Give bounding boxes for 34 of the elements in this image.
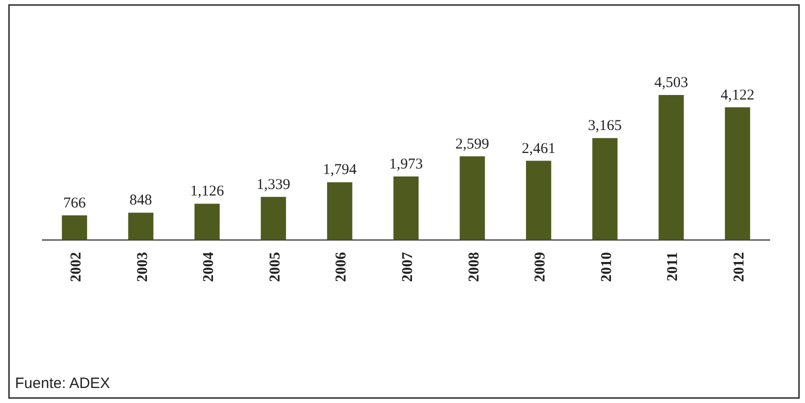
x-tick-label: 2011	[665, 252, 682, 282]
bar	[327, 182, 352, 240]
source-note: Fuente: ADEX	[15, 375, 110, 392]
data-label: 848	[130, 192, 152, 209]
bar	[460, 156, 485, 240]
x-tick-label: 2004	[201, 252, 218, 282]
data-label: 4,122	[720, 87, 754, 104]
x-tick-label: 2012	[732, 252, 748, 282]
data-label: 4,503	[654, 75, 688, 91]
data-label: 1,973	[389, 156, 423, 172]
bar	[260, 196, 286, 240]
data-label: 2,461	[522, 140, 556, 157]
data-label: 1,339	[256, 176, 290, 193]
bar	[526, 160, 552, 240]
bar	[62, 215, 88, 240]
data-label: 766	[63, 195, 86, 212]
data-label: 1,126	[190, 184, 224, 200]
bar	[724, 107, 750, 240]
bar	[393, 176, 419, 240]
x-tick-label: 2008	[466, 252, 482, 282]
data-label: 2,599	[455, 136, 490, 152]
x-tick-label: 2007	[400, 252, 416, 282]
x-tick-label: 2003	[134, 252, 151, 282]
x-tick-label: 2002	[68, 252, 84, 282]
data-label: 3,165	[588, 118, 622, 134]
bar	[592, 138, 618, 240]
bar	[194, 204, 220, 240]
x-tick-label: 2009	[532, 252, 549, 282]
x-tick-label: 2005	[267, 252, 284, 282]
x-tick-label: 2010	[598, 252, 615, 282]
x-tick-label: 2006	[334, 252, 350, 282]
data-label: 1,794	[322, 162, 358, 178]
bar	[658, 95, 684, 240]
bar	[128, 212, 154, 240]
